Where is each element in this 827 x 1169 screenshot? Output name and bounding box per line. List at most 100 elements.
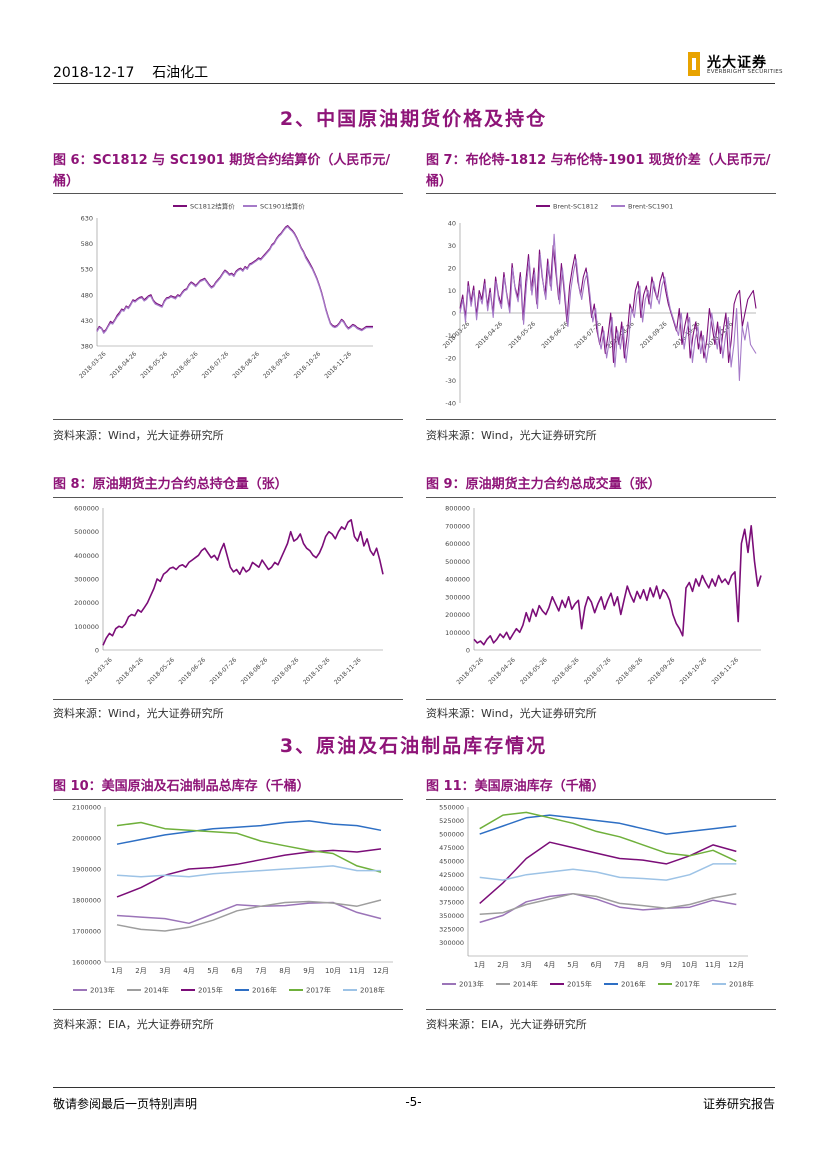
series-line-1 — [102, 518, 384, 646]
y-tick-label: 350000 — [439, 912, 464, 920]
y-tick-label: 500000 — [445, 558, 470, 566]
x-tick-label: 2018-07-26 — [583, 656, 613, 686]
x-category-label: 4月 — [183, 967, 194, 975]
y-tick-label: 400000 — [74, 552, 99, 560]
fig9-source: 资料来源：Wind，光大证券研究所 — [426, 707, 597, 720]
y-tick-label: 600000 — [445, 540, 470, 548]
y-tick-label: 800000 — [445, 505, 470, 513]
legend-label: 2014年 — [513, 980, 538, 989]
fig8-bottom-rule — [53, 699, 403, 700]
series-line-6 — [116, 865, 381, 878]
y-tick-label: 630 — [81, 215, 93, 223]
x-tick-label: 2018-08-26 — [240, 656, 270, 686]
logo-text: 光大证券 — [707, 55, 767, 71]
section-title-inventory: 3、原油及石油制品库存情况 — [279, 735, 548, 757]
logo-icon-inner — [692, 58, 696, 70]
x-category-label: 10月 — [325, 967, 341, 975]
y-tick-label: 600000 — [74, 505, 99, 513]
logo-subtext: EVERBRIGHT SECURITIES — [707, 69, 783, 75]
x-category-label: 6月 — [591, 961, 602, 969]
x-tick-label: 2018-06-26 — [540, 320, 570, 350]
series-line-1 — [96, 225, 373, 333]
x-tick-label: 2018-10-26 — [293, 350, 323, 380]
y-tick-label: 450000 — [439, 858, 464, 866]
x-tick-label: 2018-11-26 — [710, 656, 740, 686]
x-category-label: 5月 — [207, 967, 218, 975]
x-tick-label: 2018-11-26 — [333, 656, 363, 686]
x-tick-label: 2018-09-26 — [271, 656, 301, 686]
x-category-label: 1月 — [474, 961, 485, 969]
x-category-label: 2月 — [135, 967, 146, 975]
fig10-bottom-rule — [53, 1009, 403, 1010]
x-tick-label: 2018-09-26 — [262, 350, 292, 380]
x-category-label: 12月 — [728, 961, 744, 969]
fig6-title: 图 6：SC1812 与 SC1901 期货合约结算价（人民币元/桶） — [53, 153, 391, 189]
x-tick-label: 2018-09-26 — [639, 320, 669, 350]
x-tick-label: 2018-03-26 — [78, 350, 108, 380]
x-tick-label: 2018-04-26 — [475, 320, 505, 350]
fig11-source: 资料来源：EIA，光大证券研究所 — [426, 1018, 587, 1031]
x-tick-label: 2018-06-26 — [551, 656, 581, 686]
y-tick-label: 10 — [448, 287, 456, 295]
fig11-bottom-rule — [426, 1009, 776, 1010]
legend-label: SC1812结算价 — [190, 202, 235, 211]
footer-disclaimer: 敬请参阅最后一页特别声明 — [53, 1097, 198, 1111]
y-tick-label: -40 — [445, 400, 456, 408]
series-line-2 — [96, 226, 373, 334]
legend-label: 2016年 — [621, 980, 646, 989]
legend-label: SC1901结算价 — [260, 202, 305, 211]
fig7-bottom-rule — [426, 419, 776, 420]
series-line-1 — [116, 901, 382, 925]
series-line-3 — [116, 848, 382, 898]
x-category-label: 3月 — [521, 961, 532, 969]
legend-label: 2018年 — [729, 980, 754, 989]
y-tick-label: 525000 — [439, 817, 464, 825]
x-tick-label: 2018-05-26 — [507, 320, 537, 350]
legend-label: Brent-SC1901 — [628, 203, 673, 211]
footer-report-type: 证券研究报告 — [702, 1097, 775, 1111]
x-tick-label: 2018-08-26 — [615, 656, 645, 686]
x-tick-label: 2018-10-26 — [302, 656, 332, 686]
fig6-source: 资料来源：Wind，光大证券研究所 — [53, 429, 224, 442]
y-tick-label: 400000 — [445, 576, 470, 584]
fig9-chart: 0 100000 200000 300000 400000 500000 600000 700… — [445, 505, 762, 686]
x-category-label: 7月 — [255, 967, 266, 975]
fig8-source: 资料来源：Wind，光大证券研究所 — [53, 707, 224, 720]
legend-label: 2015年 — [567, 980, 592, 989]
fig11-rule — [426, 799, 776, 800]
fig10-rule — [53, 799, 403, 800]
y-tick-label: 100000 — [74, 623, 99, 631]
fig6-bottom-rule — [53, 419, 403, 420]
x-tick-label: 2018-06-26 — [177, 656, 207, 686]
x-tick-label: 2018-05-26 — [146, 656, 176, 686]
x-tick-label: 2018-11-26 — [323, 350, 353, 380]
x-category-label: 5月 — [567, 961, 578, 969]
legend-label: 2015年 — [198, 986, 223, 995]
y-tick-label: 375000 — [439, 898, 464, 906]
y-tick-label: 100000 — [445, 629, 470, 637]
fig8-rule — [53, 497, 403, 498]
y-tick-label: 500000 — [74, 528, 99, 536]
fig7-source: 资料来源：Wind，光大证券研究所 — [426, 429, 597, 442]
x-tick-label: 2018-03-26 — [455, 656, 485, 686]
x-tick-label: 2018-08-26 — [231, 350, 261, 380]
y-tick-label: 2000000 — [72, 835, 101, 843]
x-category-label: 7月 — [614, 961, 625, 969]
x-category-label: 6月 — [231, 967, 242, 975]
x-tick-label: 2018-04-26 — [109, 350, 139, 380]
y-tick-label: 580 — [81, 240, 93, 248]
fig10-source: 资料来源：EIA，光大证券研究所 — [53, 1018, 214, 1031]
fig11-chart: 300000 325000 350000 375000 400000 425000 4500… — [439, 804, 754, 989]
y-tick-label: 550000 — [439, 804, 464, 812]
fig7-rule — [426, 193, 776, 194]
report-date: 2018-12-17 石油化工 — [53, 65, 209, 81]
y-tick-label: 480 — [81, 291, 93, 299]
x-category-label: 8月 — [637, 961, 648, 969]
x-category-label: 11月 — [705, 961, 721, 969]
fig11-title: 图 11：美国原油库存（千桶） — [426, 779, 605, 794]
x-category-label: 9月 — [303, 967, 314, 975]
series-line-3 — [479, 841, 737, 904]
fig10-title: 图 10：美国原油及石油制品总库存（千桶） — [53, 779, 310, 794]
y-tick-label: -30 — [445, 377, 456, 385]
